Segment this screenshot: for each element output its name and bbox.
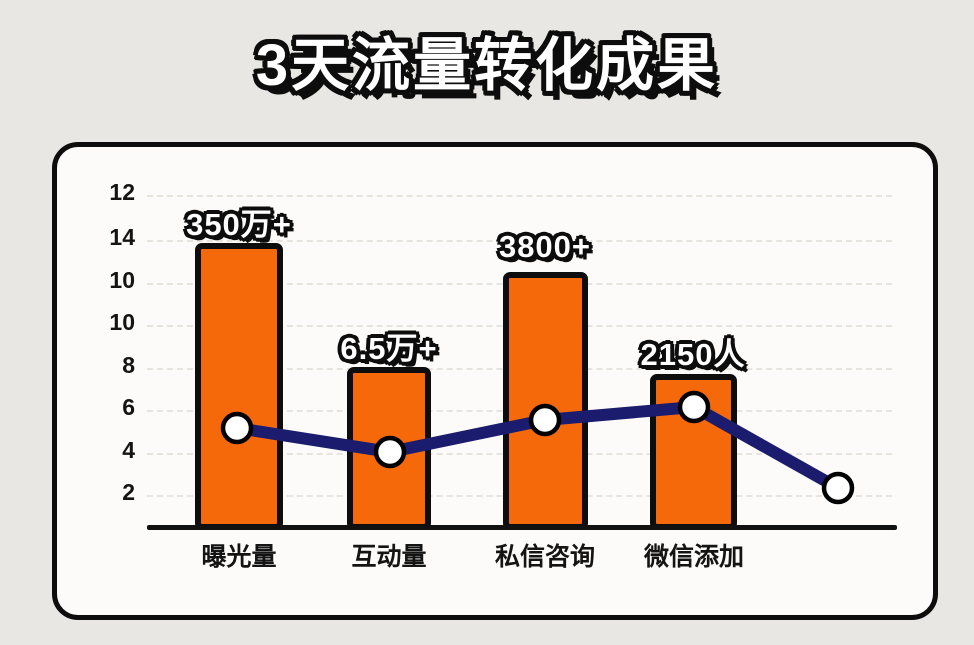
y-tick-label: 14 bbox=[109, 224, 135, 250]
page-title: 3天流量转化成果 bbox=[255, 33, 719, 98]
y-tick-label: 12 bbox=[109, 179, 135, 205]
bar-value-label: 2150人 bbox=[640, 337, 746, 372]
y-tick-label: 10 bbox=[109, 309, 135, 335]
line-marker bbox=[528, 403, 562, 437]
y-tick-label: 8 bbox=[122, 352, 135, 378]
gridline bbox=[147, 240, 892, 242]
bar-value-label: 3800+ bbox=[498, 229, 592, 264]
bar-exposure bbox=[195, 243, 283, 530]
bar-value-label: 350万+ bbox=[186, 207, 292, 242]
line-marker bbox=[677, 390, 711, 424]
bar-dm-inquiries bbox=[503, 272, 588, 530]
bar-value-label: 6.5万+ bbox=[340, 331, 438, 366]
trend-line-series bbox=[220, 390, 855, 505]
y-tick-label: 6 bbox=[122, 394, 135, 420]
line-marker bbox=[373, 435, 407, 469]
line-marker bbox=[821, 471, 855, 505]
y-tick-label: 4 bbox=[122, 437, 135, 463]
x-tick-exposure: 曝光量 bbox=[201, 543, 277, 571]
x-axis-line bbox=[147, 525, 897, 530]
y-tick-label: 10 bbox=[109, 267, 135, 293]
x-tick-wechat-adds: 微信添加 bbox=[643, 543, 744, 571]
x-tick-dm-inquiries: 私信咨询 bbox=[494, 543, 595, 571]
y-tick-label: 2 bbox=[122, 479, 135, 505]
chart-card: 12 14 10 10 8 6 4 2 350万+ 6.5万+ 3800+ 21… bbox=[52, 142, 938, 620]
line-marker bbox=[220, 411, 254, 445]
x-tick-interactions: 互动量 bbox=[351, 543, 427, 571]
gridline bbox=[147, 195, 892, 197]
